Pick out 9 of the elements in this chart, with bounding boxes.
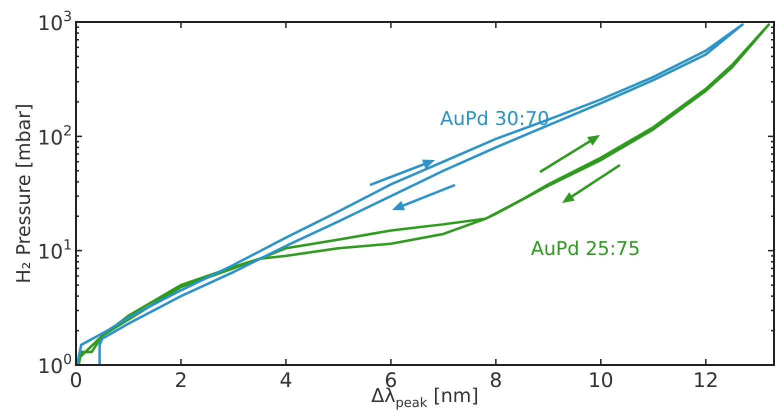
x-tick-label: 8 bbox=[489, 368, 502, 392]
x-tick-label: 10 bbox=[588, 368, 614, 392]
text: AuPd 25:75 bbox=[530, 238, 640, 260]
x-tick-label: 4 bbox=[280, 368, 292, 392]
series-label: AuPd 30:70 bbox=[440, 108, 550, 130]
x-tick-label: 12 bbox=[693, 368, 719, 392]
x-tick-label: 0 bbox=[70, 368, 82, 392]
x-tick-label: 2 bbox=[174, 368, 188, 392]
y-axis-title: H₂ Pressure [mbar] bbox=[13, 104, 35, 284]
